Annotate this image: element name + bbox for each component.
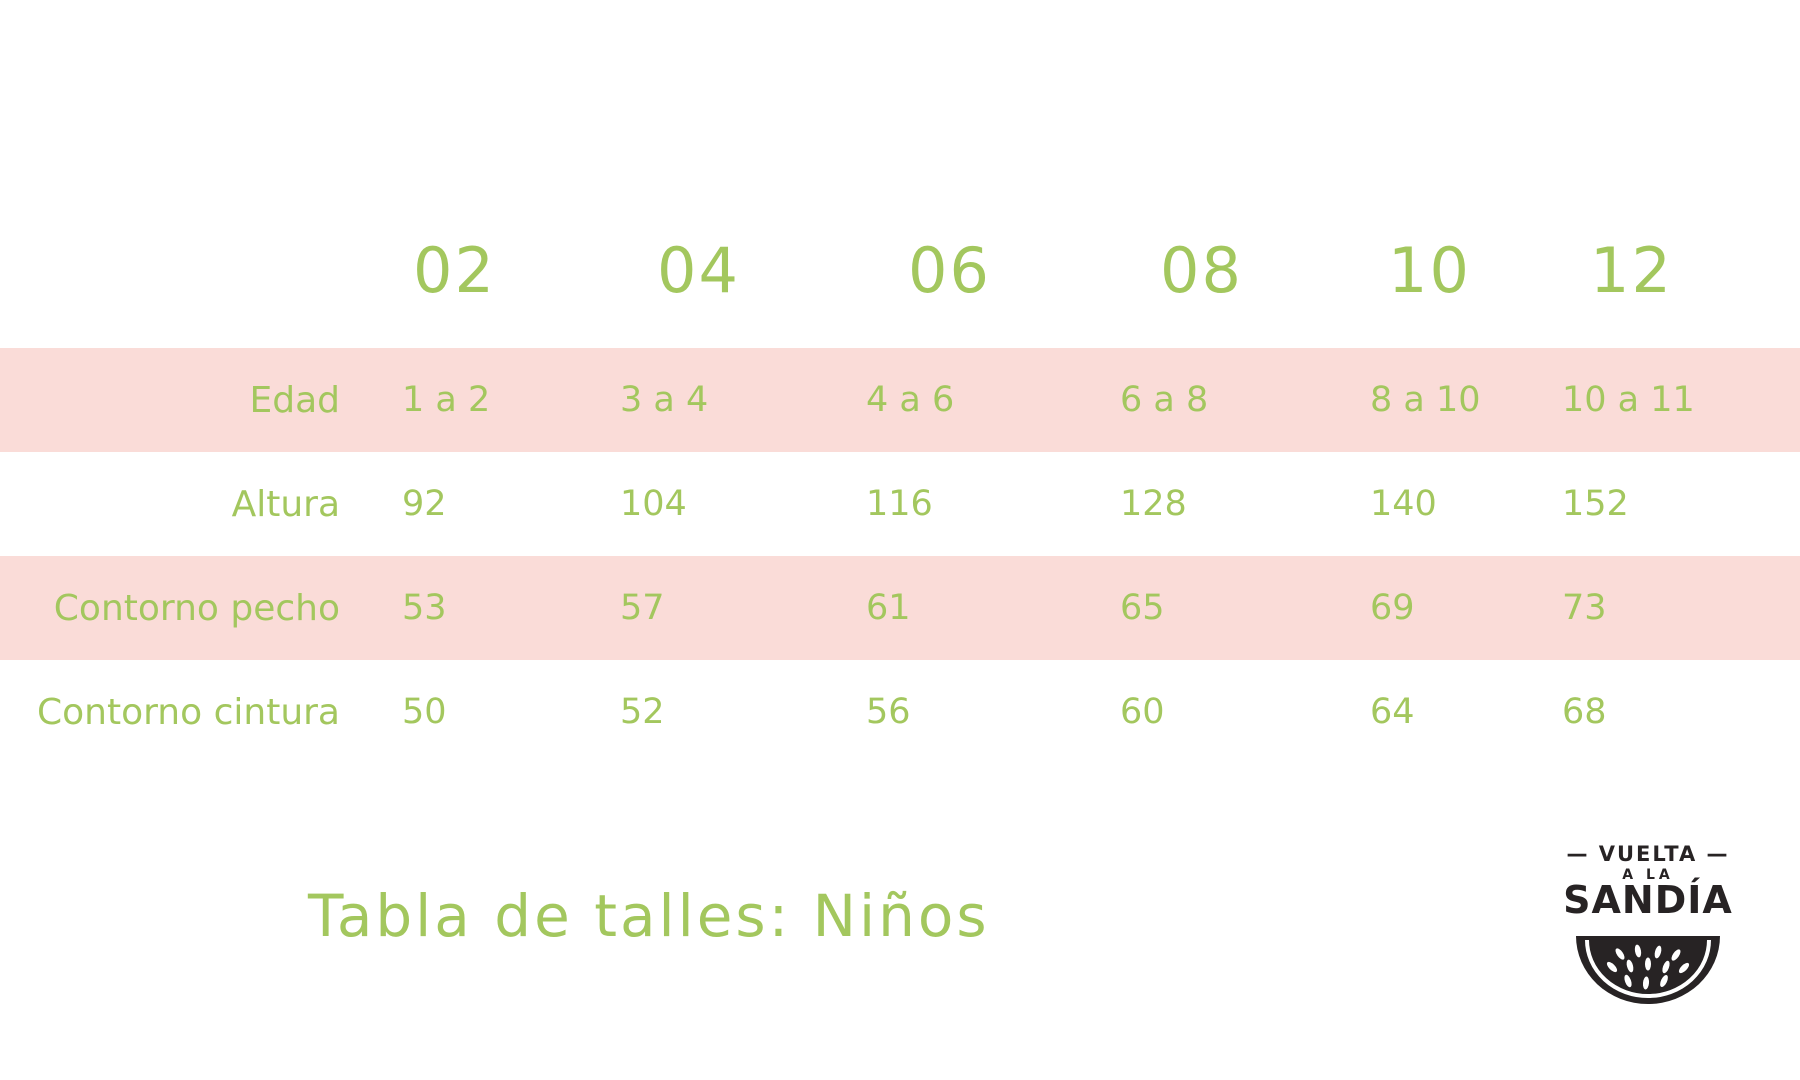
row-label: Altura xyxy=(231,483,340,525)
cell-value: 73 xyxy=(1562,588,1607,628)
cell-value: 116 xyxy=(866,484,933,524)
cell-value: 57 xyxy=(620,588,665,628)
cell-value: 53 xyxy=(402,588,447,628)
cell-value: 1 a 2 xyxy=(402,380,491,420)
size-column-header: 04 xyxy=(657,233,740,307)
watermelon-icon xyxy=(1548,929,1748,1015)
table-row-contorno-cintura: Contorno cintura 50 52 56 60 64 68 xyxy=(0,660,1800,764)
cell-value: 50 xyxy=(402,692,447,732)
table-row-edad: Edad 1 a 2 3 a 4 4 a 6 6 a 8 8 a 10 10 a… xyxy=(0,348,1800,452)
cell-value: 8 a 10 xyxy=(1370,380,1481,420)
logo-text-vuelta: — VUELTA — xyxy=(1566,842,1730,866)
size-column-header: 06 xyxy=(908,233,991,307)
cell-value: 4 a 6 xyxy=(866,380,955,420)
cell-value: 10 a 11 xyxy=(1562,380,1695,420)
size-column-header: 02 xyxy=(413,233,496,307)
cell-value: 128 xyxy=(1120,484,1187,524)
cell-value: 152 xyxy=(1562,484,1629,524)
cell-value: 56 xyxy=(866,692,911,732)
cell-value: 6 a 8 xyxy=(1120,380,1209,420)
brand-logo: — VUELTA — A LA SANDÍA xyxy=(1548,842,1748,1015)
cell-value: 140 xyxy=(1370,484,1437,524)
table-row-contorno-pecho: Contorno pecho 53 57 61 65 69 73 xyxy=(0,556,1800,660)
row-label: Contorno pecho xyxy=(53,587,340,629)
size-column-header: 10 xyxy=(1388,233,1471,307)
cell-value: 68 xyxy=(1562,692,1607,732)
cell-value: 3 a 4 xyxy=(620,380,709,420)
table-row-altura: Altura 92 104 116 128 140 152 xyxy=(0,452,1800,556)
row-label: Contorno cintura xyxy=(37,691,340,733)
cell-value: 92 xyxy=(402,484,447,524)
size-column-header: 12 xyxy=(1590,233,1673,307)
size-column-header: 08 xyxy=(1160,233,1243,307)
row-label: Edad xyxy=(249,379,340,421)
cell-value: 61 xyxy=(866,588,911,628)
cell-value: 104 xyxy=(620,484,687,524)
cell-value: 60 xyxy=(1120,692,1165,732)
cell-value: 69 xyxy=(1370,588,1415,628)
logo-text-a-la: A LA xyxy=(1622,867,1674,883)
logo-text-sandia: SANDÍA xyxy=(1563,878,1733,922)
cell-value: 65 xyxy=(1120,588,1165,628)
cell-value: 64 xyxy=(1370,692,1415,732)
chart-title: Tabla de talles: Niños xyxy=(308,882,990,950)
cell-value: 52 xyxy=(620,692,665,732)
